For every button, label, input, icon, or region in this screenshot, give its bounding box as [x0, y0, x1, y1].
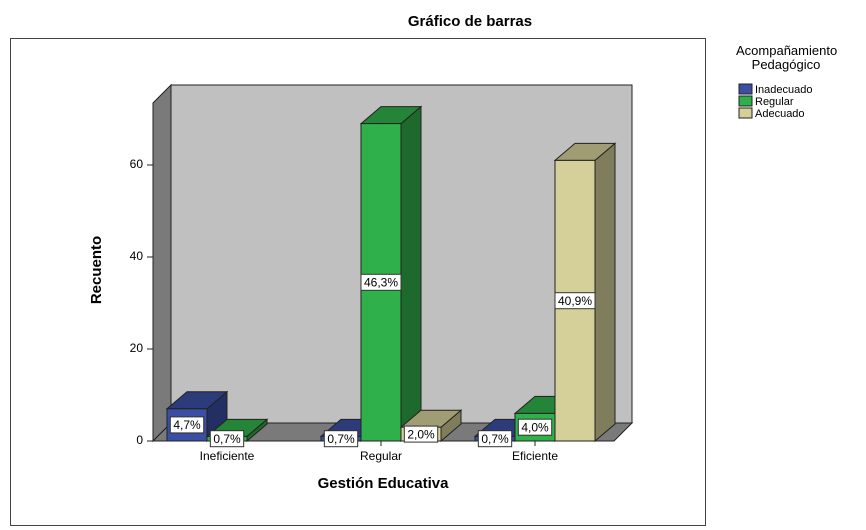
- value-label-box: [517, 418, 553, 436]
- legend-title: Acompañamiento Pedagógico: [736, 43, 838, 72]
- bar-side: [594, 142, 616, 443]
- value-label: 4,0%: [521, 420, 549, 434]
- value-label: 0,7%: [213, 432, 241, 446]
- chart-title: Gráfico de barras: [408, 13, 532, 30]
- bar-side: [400, 105, 422, 443]
- value-label-box: [169, 416, 205, 434]
- value-label-box: [323, 430, 359, 448]
- y-tick-label: 60: [130, 157, 144, 171]
- value-label-box: [360, 273, 402, 291]
- y-axis-label: Recuento: [88, 236, 105, 304]
- value-label-box: [209, 430, 245, 448]
- y-tick-label: 20: [130, 341, 144, 355]
- value-label: 4,7%: [173, 418, 201, 432]
- value-label-box: [554, 292, 596, 310]
- value-label-box: [477, 430, 513, 448]
- value-label: 0,7%: [327, 432, 355, 446]
- value-label-box: [403, 425, 439, 443]
- x-tick-label: Ineficiente: [200, 449, 255, 463]
- y-tick-label: 0: [136, 433, 143, 447]
- legend-swatch: [738, 95, 753, 107]
- value-label: 0,7%: [481, 432, 509, 446]
- legend-label: Adecuado: [755, 108, 805, 120]
- legend-label: Regular: [755, 96, 794, 108]
- value-label: 40,9%: [558, 294, 592, 308]
- side-wall: [152, 83, 172, 443]
- x-axis-label: Gestión Educativa: [318, 475, 450, 492]
- legend-label: Inadecuado: [755, 84, 813, 96]
- y-tick-label: 40: [130, 249, 144, 263]
- value-label: 46,3%: [364, 275, 398, 289]
- legend-swatch: [738, 107, 753, 119]
- x-tick-label: Regular: [360, 449, 402, 463]
- x-tick-label: Eficiente: [512, 449, 558, 463]
- legend-swatch: [738, 83, 753, 95]
- value-label: 2,0%: [407, 427, 435, 441]
